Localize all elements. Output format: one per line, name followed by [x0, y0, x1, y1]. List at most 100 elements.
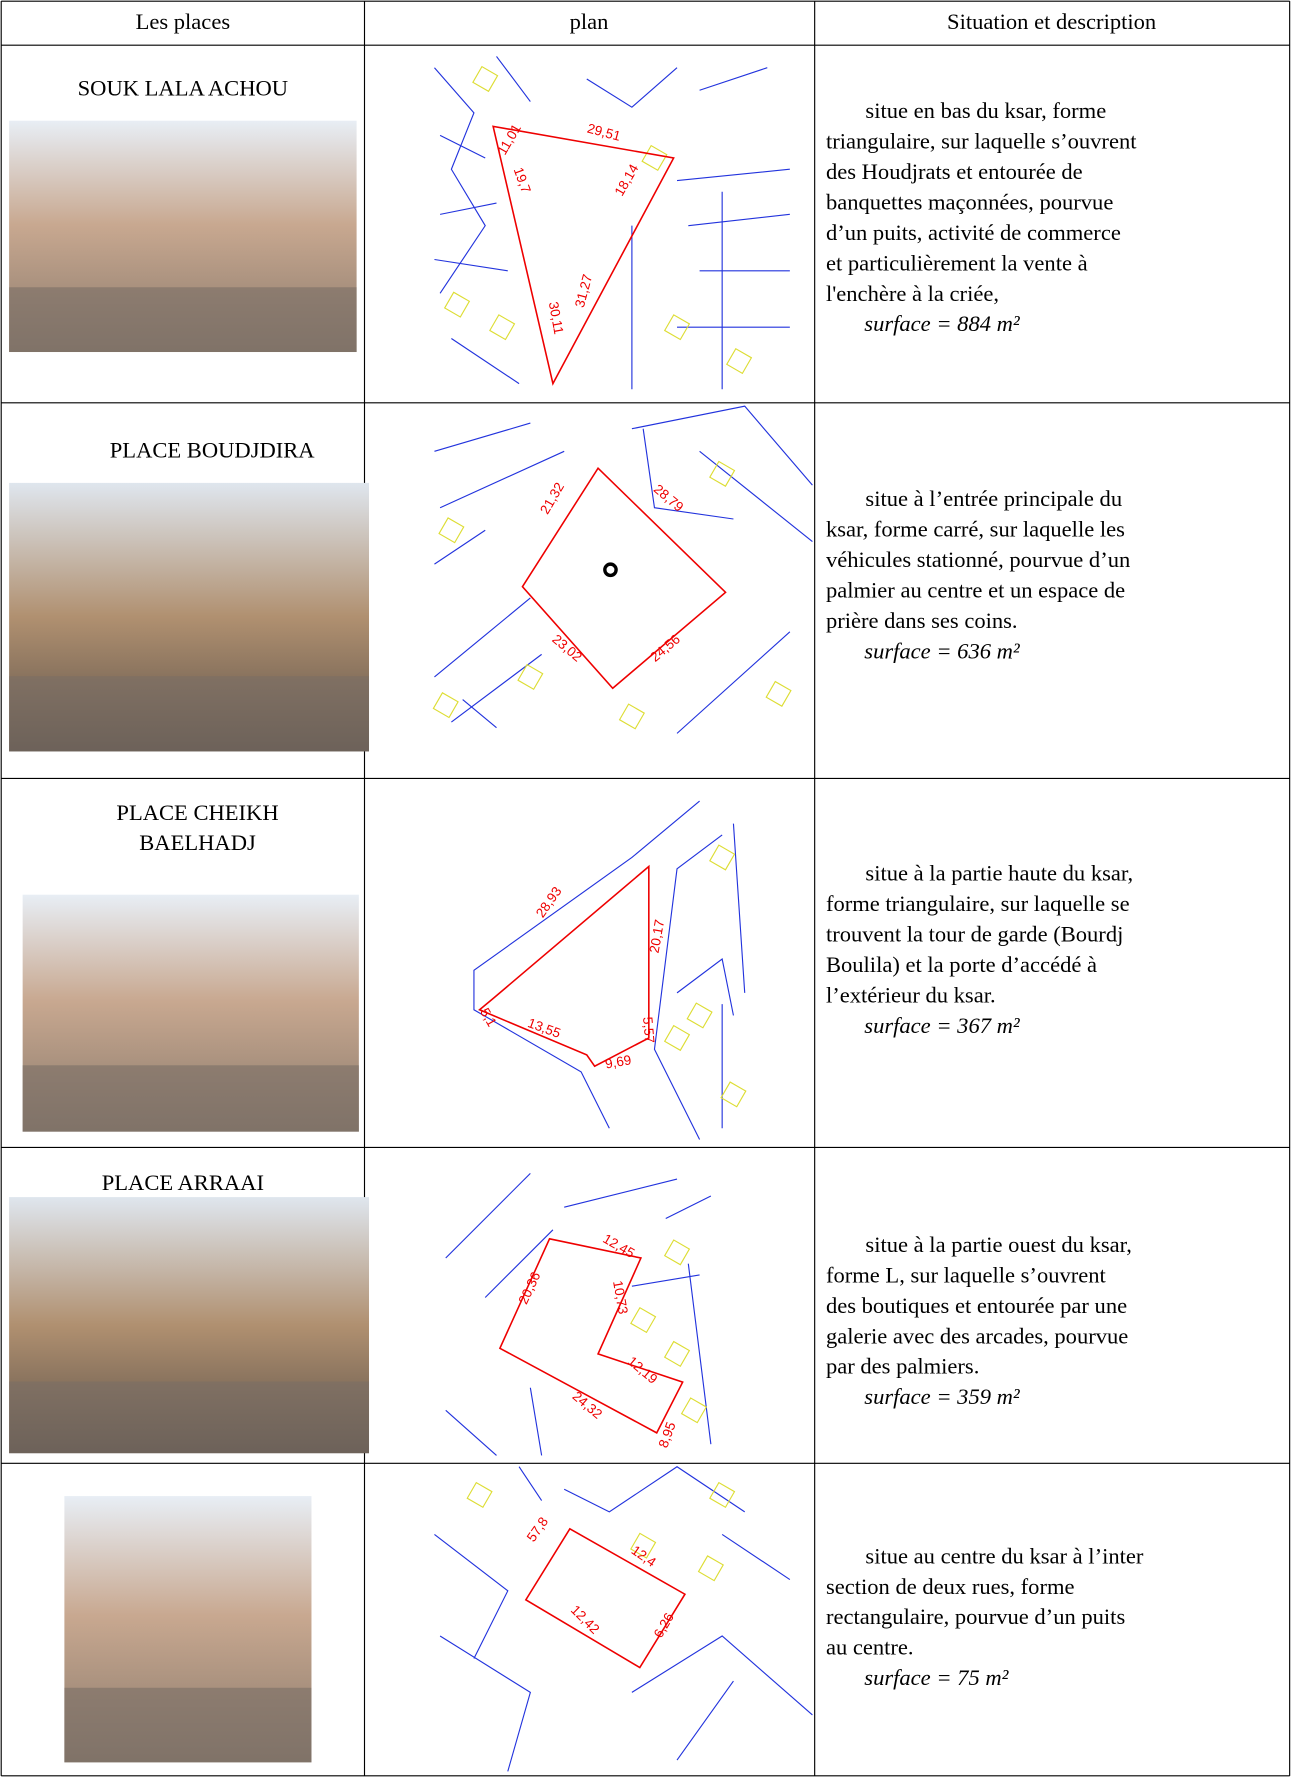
place-outline	[521, 466, 727, 690]
place-name: PLACE ARRAAI	[102, 1170, 264, 1195]
description-line: situe à l’entrée principale du	[865, 486, 1122, 511]
description-line: des boutiques et entourée par une	[826, 1293, 1127, 1318]
house-outline	[432, 692, 459, 719]
street-line	[676, 450, 813, 734]
place-outline	[498, 1237, 684, 1434]
street-line	[434, 134, 508, 272]
street-line	[631, 1635, 813, 1761]
description-line: véhicules stationné, pourvue d’un	[826, 547, 1130, 572]
street-line	[642, 428, 734, 520]
street-line	[518, 1466, 791, 1581]
house-outline	[663, 314, 691, 341]
description-line: forme triangulaire, sur laquelle se	[826, 891, 1130, 916]
house-outline	[641, 144, 668, 172]
dimension-label: 57,8	[524, 1514, 551, 1544]
street-line	[451, 338, 520, 385]
place-name: PLACE BOUDJDIRA	[110, 438, 316, 463]
description-line: section de deux rues, forme	[826, 1574, 1075, 1599]
house-outline	[438, 517, 465, 544]
street-line	[445, 1172, 554, 1298]
street-line	[473, 800, 700, 1129]
column-header: Les places	[136, 9, 231, 34]
street-line	[653, 834, 723, 1140]
place-outline	[478, 864, 650, 1068]
street-line	[586, 67, 678, 108]
description-line: triangulaire, sur laquelle s’ouvrent	[826, 128, 1137, 153]
street-line	[563, 1466, 746, 1513]
house-outline	[443, 291, 471, 318]
dimension-label: 12,42	[568, 1602, 603, 1637]
place-outline	[524, 1527, 687, 1669]
description-line: par des palmiers.	[826, 1354, 979, 1379]
description-line: rectangulaire, pourvue d’un puits	[826, 1604, 1125, 1629]
dimension-label: 24,56	[647, 631, 683, 664]
street-line	[445, 1387, 543, 1456]
dimension-label: 10,73	[610, 1279, 631, 1315]
surface: surface = 884 m²	[864, 311, 1021, 336]
house-outline	[720, 1081, 747, 1108]
dimension-label: 8,95	[656, 1420, 679, 1450]
description-line: Boulila) et la porte d’accédé à	[826, 952, 1097, 977]
house-outline	[517, 663, 544, 691]
house-outline	[630, 1306, 657, 1334]
house-outline	[697, 1555, 724, 1582]
photo-ground	[9, 676, 370, 752]
description-line: banquettes maçonnées, pourvue	[826, 189, 1113, 214]
street-line	[631, 1263, 712, 1445]
photo-ground	[9, 287, 357, 353]
dimension-label: 20,17	[647, 918, 668, 954]
street-line	[434, 597, 542, 723]
column-header: Situation et description	[947, 9, 1156, 34]
street-line	[676, 168, 790, 328]
description-line: au centre.	[826, 1635, 914, 1660]
street-line	[434, 422, 565, 509]
house-outline	[709, 1481, 736, 1509]
photo-ground	[64, 1687, 312, 1763]
dimension-label: 31,27	[572, 273, 595, 310]
dimension-label: 12,4	[629, 1543, 660, 1571]
house-outline	[686, 1002, 713, 1029]
dimension-label: 5,57	[640, 1016, 657, 1044]
dimension-label: 19,7	[511, 165, 534, 195]
description-line: palmier au centre et un espace de	[826, 578, 1125, 603]
house-outline	[725, 347, 753, 375]
description-line: situe à la partie haute du ksar,	[865, 861, 1133, 886]
description-line: galerie avec des arcades, pourvue	[826, 1323, 1128, 1348]
dimension-label: 18,14	[612, 161, 642, 198]
place-name: PLACE CHEIKH	[116, 800, 278, 825]
description-line: forme L, sur laquelle s’ouvrent	[826, 1262, 1107, 1287]
dimension-label: 28,93	[533, 884, 565, 920]
street-line	[631, 191, 723, 390]
plan-drawing: 57,812,412,42 6,26	[434, 1466, 813, 1772]
street-line	[631, 405, 813, 486]
surface: surface = 359 m²	[864, 1384, 1021, 1409]
house-outline	[709, 460, 736, 487]
street-line	[496, 56, 768, 102]
house-outline	[663, 1340, 691, 1368]
dimension-label: 21,32	[537, 480, 567, 517]
dimension-label: 9,69	[604, 1052, 633, 1071]
photo-ground	[22, 1065, 359, 1132]
description-line: situe en bas du ksar, forme	[865, 98, 1106, 123]
dimension-label: 20,36	[516, 1270, 544, 1307]
house-outline	[765, 680, 792, 707]
surface: surface = 636 m²	[864, 638, 1021, 663]
place-outline	[492, 125, 675, 386]
well-marker	[603, 562, 618, 578]
description-line: des Houdjrats et entourée de	[826, 159, 1083, 184]
house-outline	[709, 844, 736, 871]
description-line: l'enchère à la criée,	[826, 281, 999, 306]
street-line	[434, 529, 497, 729]
place-name: SOUK LALA ACHOU	[78, 75, 288, 100]
description-line: d’un puits, activité de commerce	[826, 220, 1121, 245]
house-outline	[489, 314, 516, 341]
street-line	[434, 1533, 532, 1772]
description-line: prière dans ses coins.	[826, 608, 1018, 633]
street-line	[564, 1178, 712, 1220]
column-header: plan	[570, 9, 609, 34]
description-line: situe à la partie ouest du ksar,	[865, 1232, 1131, 1257]
house-outline	[618, 703, 645, 730]
